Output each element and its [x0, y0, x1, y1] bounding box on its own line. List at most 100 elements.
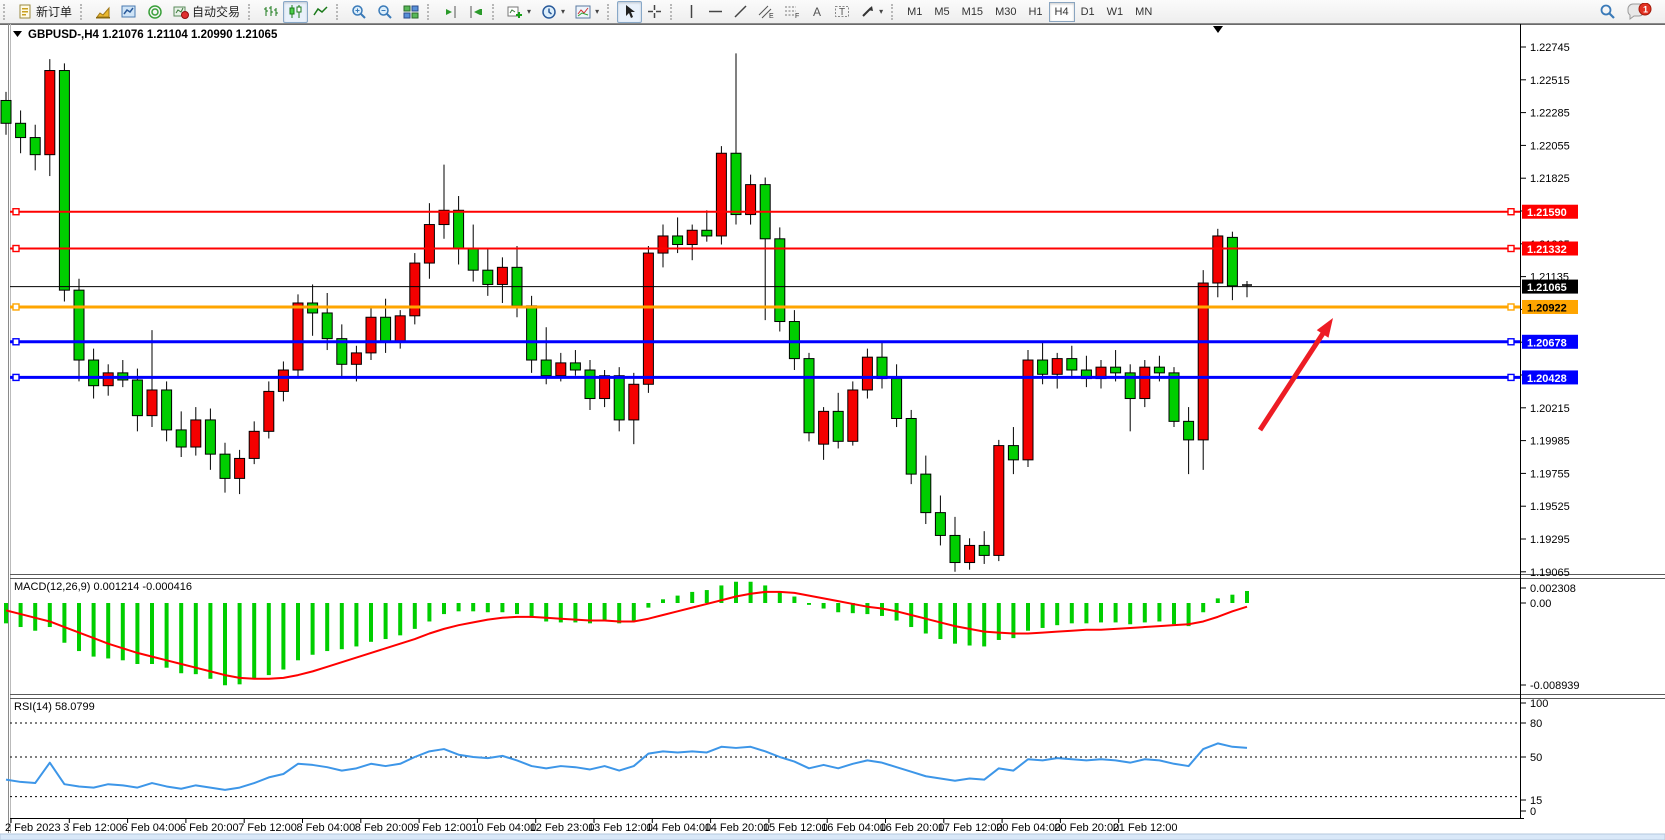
new-chart-dropdown[interactable]: ▾ [502, 1, 536, 23]
timeframe-button-m15[interactable]: M15 [961, 5, 984, 18]
timeframe-button-h4[interactable]: H4 [1048, 1, 1075, 22]
macd-histogram-bar [1128, 603, 1133, 625]
horizontal-line-button[interactable] [703, 1, 728, 23]
tile-windows-button[interactable] [398, 1, 424, 23]
macd-histogram-bar [281, 603, 286, 670]
profiles-button[interactable] [116, 1, 142, 23]
candle [496, 257, 508, 303]
trendline-button[interactable] [728, 1, 753, 23]
template-dropdown[interactable]: ▾ [570, 1, 604, 23]
candle [993, 439, 1005, 562]
candle [818, 407, 830, 460]
macd-histogram-bar [617, 603, 622, 624]
trend-arrow-annotation[interactable] [1257, 328, 1328, 432]
label-button[interactable]: T [829, 1, 855, 23]
candle [745, 174, 757, 225]
price-badge: 1.20678 [1522, 334, 1578, 349]
template-icon [575, 5, 591, 18]
price-axis: 1.22745 1.22515 1.22285 1.22055 1.21825 1.213… [1520, 42, 1578, 579]
line-chart-type-button[interactable] [308, 1, 333, 23]
macd-histogram-bar [62, 603, 67, 643]
timeframe-button-h1[interactable]: H1 [1028, 5, 1043, 18]
macd-histogram-bar [412, 603, 417, 629]
line-handle[interactable] [12, 303, 20, 311]
timeframe-button-w1[interactable]: W1 [1106, 5, 1124, 18]
candles-chart-icon [289, 5, 302, 18]
svg-text:1.21332: 1.21332 [1527, 244, 1567, 256]
macd-histogram-bar [1230, 594, 1235, 603]
candle [686, 224, 698, 261]
candle [1197, 270, 1209, 470]
vertical-line-button[interactable] [680, 1, 703, 23]
crosshair-button[interactable] [642, 1, 667, 23]
notification-badge: 1 [1643, 4, 1648, 14]
macd-histogram-bar [515, 603, 519, 615]
period-dropdown[interactable]: ▾ [536, 1, 570, 23]
horizontal-scrollbar[interactable] [0, 833, 1665, 840]
crosshair-icon [648, 5, 662, 18]
bar-chart-type-button[interactable] [258, 1, 283, 23]
chart-shift-button[interactable] [463, 1, 489, 23]
line-handle[interactable] [12, 208, 20, 216]
line-handle[interactable] [12, 373, 20, 382]
macd-histogram-bar [266, 603, 271, 676]
market-watch-button[interactable] [142, 1, 168, 23]
channel-button[interactable]: E [753, 1, 779, 23]
line-handle[interactable] [1507, 338, 1515, 346]
time-tick-label: 16 Feb 04:00 [821, 822, 886, 834]
timeframe-button-mn[interactable]: MN [1135, 5, 1153, 18]
toolbar-grip [248, 3, 254, 20]
macd-histogram-bar [4, 603, 8, 624]
time-tick-label: 3 Feb 12:00 [63, 822, 122, 834]
timeframe-button-m30[interactable]: M30 [995, 5, 1017, 18]
candle [190, 407, 202, 456]
arrows-dropdown[interactable]: ▾ [855, 1, 888, 23]
candle [1139, 360, 1151, 408]
timeframe-button-m1[interactable]: M1 [907, 5, 923, 18]
search-button[interactable] [1594, 1, 1621, 23]
macd-histogram-bar [748, 581, 753, 603]
line-handle[interactable] [1507, 208, 1515, 216]
text-button[interactable]: A [805, 1, 829, 23]
new-order-button[interactable]: 新订单 [13, 1, 77, 23]
cursor-button[interactable] [617, 0, 643, 23]
line-handle[interactable] [1507, 303, 1515, 311]
time-tick-label: 20 Feb 04:00 [996, 822, 1061, 834]
trend-arrow-head[interactable] [1316, 318, 1333, 338]
zoom-out-button[interactable] [372, 1, 398, 23]
price-tick-label: 1.21825 [1530, 173, 1570, 185]
timeframe-button-m5[interactable]: M5 [934, 5, 950, 18]
candle [44, 59, 56, 177]
auto-trading-button[interactable]: 自动交易 [168, 1, 245, 23]
price-badge: 1.20922 [1522, 299, 1578, 314]
price-badge: 1.21332 [1522, 241, 1578, 256]
candle [234, 449, 246, 495]
price-tick-label: 1.19755 [1530, 468, 1570, 480]
chevron-down-icon: ▾ [527, 7, 532, 16]
autoscroll-button[interactable] [437, 1, 463, 23]
macd-histogram-bar [223, 603, 227, 686]
chart-menu-triangle-icon[interactable] [13, 31, 22, 37]
timeframe-button-d1[interactable]: D1 [1080, 5, 1095, 18]
macd-histogram-bar [150, 603, 154, 664]
gold-chart-button[interactable] [90, 1, 116, 23]
line-handle[interactable] [1507, 373, 1515, 382]
tile-windows-icon [403, 5, 419, 18]
candle [15, 110, 27, 154]
macd-axis-label: 0.002308 [1530, 583, 1576, 595]
candle [672, 217, 684, 254]
line-handle[interactable] [1507, 244, 1515, 253]
notifications-button[interactable]: 1 [1621, 1, 1657, 23]
line-handle[interactable] [12, 244, 20, 253]
macd-histogram-bar [588, 603, 592, 624]
fibonacci-button[interactable]: F [779, 1, 805, 23]
candle-chart-type-button[interactable] [283, 0, 309, 23]
rsi-axis-label: 50 [1530, 752, 1542, 764]
macd-histogram-bar [996, 603, 1001, 640]
chart-shift-marker-icon[interactable] [1213, 26, 1223, 33]
zoom-in-button[interactable] [346, 1, 372, 23]
candle [263, 381, 275, 439]
line-handle[interactable] [12, 338, 20, 346]
